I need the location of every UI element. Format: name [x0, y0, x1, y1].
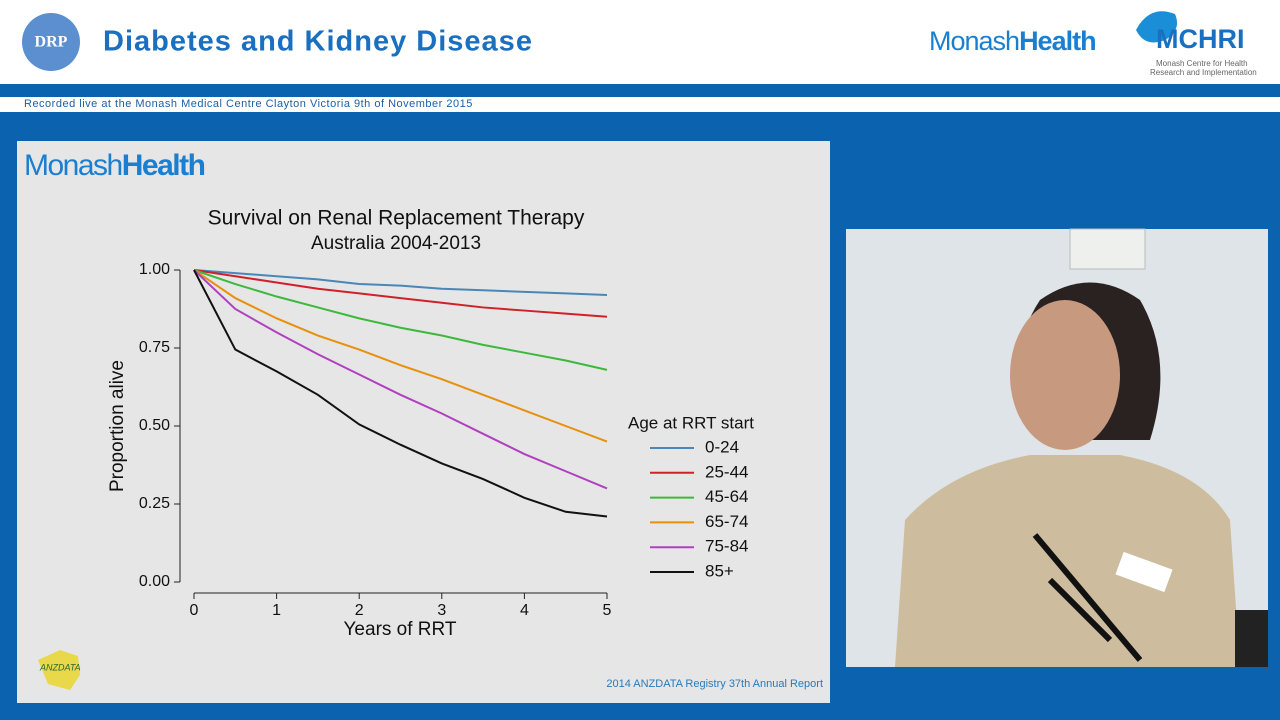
y-tick-label: 0.50 — [139, 417, 170, 434]
header-title: Diabetes and Kidney Disease — [103, 26, 533, 58]
legend-label: 65-74 — [705, 512, 748, 531]
series-line — [193, 269, 608, 518]
lectern — [1235, 610, 1268, 667]
speaker-jacket — [895, 455, 1240, 667]
monash-logo: MonashHealth — [929, 26, 1096, 56]
mchri-line2: Research and Implementation — [1150, 68, 1257, 77]
info-strip — [0, 97, 1280, 112]
series-line — [193, 269, 608, 318]
mchri-icon — [1136, 11, 1178, 43]
y-tick-label: 0.25 — [139, 495, 170, 512]
logo-light: Monash — [929, 26, 1019, 56]
name-badge — [1115, 551, 1173, 593]
anzdata-map — [38, 650, 80, 690]
y-tick-label: 0.00 — [139, 573, 170, 590]
mchri-logo: MCHRI — [1156, 24, 1245, 54]
microphone — [1032, 533, 1143, 662]
slide-logo: MonashHealth — [24, 149, 205, 182]
x-tick-label: 2 — [355, 602, 364, 619]
chart-title: Survival on Renal Replacement Therapy — [208, 207, 585, 230]
header-bar — [0, 0, 1280, 84]
slide — [17, 141, 830, 703]
x-tick-label: 3 — [437, 602, 446, 619]
legend-label: 75-84 — [705, 537, 748, 556]
series-line — [193, 269, 608, 443]
y-tick-label: 1.00 — [139, 261, 170, 278]
x-tick-label: 1 — [272, 602, 281, 619]
badge-text: DRP — [35, 34, 68, 51]
mchri-line1: Monash Centre for Health — [1156, 59, 1248, 68]
legend-title: Age at RRT start — [628, 413, 754, 432]
legend-label: 0-24 — [705, 437, 739, 456]
chart-subtitle: Australia 2004-2013 — [311, 233, 481, 254]
legend-label: 85+ — [705, 561, 734, 580]
x-tick-label: 4 — [520, 602, 529, 619]
series-line — [193, 269, 608, 371]
legend-label: 45-64 — [705, 487, 748, 506]
logo-bold: Health — [122, 149, 205, 182]
slide-footer: 2014 ANZDATA Registry 37th Annual Report — [606, 678, 823, 690]
anzdata-logo: ANZDATA — [39, 662, 81, 672]
y-tick-label: 0.75 — [139, 339, 170, 356]
x-tick-label: 5 — [603, 602, 612, 619]
series-line — [193, 269, 608, 296]
y-axis-label: Proportion alive — [107, 360, 128, 492]
badge — [22, 13, 80, 71]
x-axis-label: Years of RRT — [344, 619, 457, 640]
series-line — [193, 269, 608, 490]
speaker-face — [1010, 300, 1120, 450]
recorded-note: Recorded live at the Monash Medical Cent… — [24, 98, 473, 110]
wall-plate — [1069, 228, 1146, 270]
logo-light: Monash — [24, 149, 122, 182]
x-tick-label: 0 — [190, 602, 199, 619]
logo-bold: Health — [1019, 26, 1096, 56]
legend-label: 25-44 — [705, 462, 748, 481]
